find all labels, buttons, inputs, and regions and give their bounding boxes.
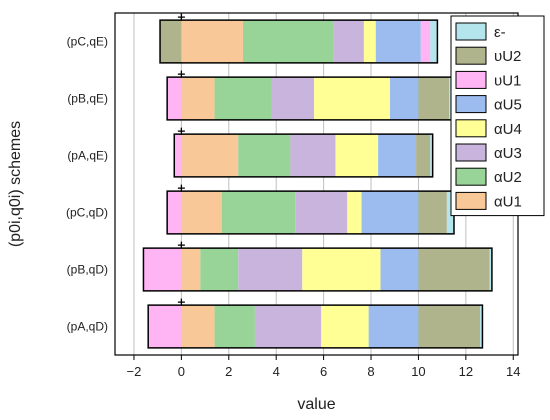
bar-segment-2-6 [418,191,447,234]
y-axis-title: (p0i,q0i) schemes [7,121,24,247]
legend-label-0: ε- [494,24,506,41]
bar-segment-4-5 [167,77,182,120]
bar-segment-4-6 [418,77,450,120]
legend-swatch-4 [455,119,487,138]
bar-outline-1 [142,247,493,292]
bar-segment-5-4 [375,20,421,63]
legend-label-3: αU5 [494,97,522,114]
legend-swatch-3 [455,95,487,114]
bar-segment-3-4 [378,134,417,177]
bar-segment-1-5 [143,248,182,291]
bar-segment-2-2 [295,191,348,234]
bar-segment-5-3 [363,20,376,63]
bar-segment-1-4 [380,248,419,291]
bar-segment-4-4 [389,77,419,120]
x-tick-label-0: −2 [127,364,142,379]
bar-segment-2-4 [361,191,419,234]
bar-group-0 [147,304,484,349]
bar-group-2 [166,190,455,235]
y-axis-categories: (pA,qD) (pB,qD) (pC,qD) (pA,qE) (pB,qE) (pC,q… [66,35,108,334]
legend-label-1: υU2 [494,48,521,65]
bar-group-3 [173,133,434,178]
y-category-label-3: (pA,qE) [67,149,108,163]
bar-segment-4-2 [271,77,315,120]
x-tick-label-5: 8 [367,364,374,379]
bar-segment-4-7 [449,77,452,120]
bar-segment-3-6 [416,134,431,177]
legend-swatch-2 [455,70,487,89]
legend-swatch-5 [455,143,487,162]
bar-outline-3 [173,133,434,178]
x-tick-label-2: 2 [225,364,232,379]
x-axis-title: value [297,396,335,413]
bar-segment-3-1 [238,134,291,177]
bar-outline-5 [159,19,439,64]
legend-swatch-1 [455,46,487,65]
legend-label-5: αU3 [494,145,522,162]
bar-segment-2-5 [167,191,182,234]
x-tick-label-3: 4 [273,364,280,379]
bar-outline-0 [147,304,484,349]
x-tick-label-4: 6 [320,364,327,379]
y-category-label-2: (pC,qD) [66,206,108,220]
bars [142,19,493,349]
bar-segment-2-7 [446,191,454,234]
bar-segment-1-7 [489,248,492,291]
y-category-label-5: (pC,qE) [67,35,108,49]
bar-segment-4-0 [181,77,215,120]
bar-segment-3-7 [430,134,433,177]
bar-segment-1-6 [418,248,490,291]
bar-segment-5-6 [160,20,182,63]
bar-segment-0-5 [148,305,182,348]
bar-group-1 [142,247,493,292]
legend-swatch-0 [455,22,487,41]
bar-segment-4-3 [314,77,390,120]
bar-segment-1-3 [302,248,381,291]
x-tick-label-6: 10 [411,364,425,379]
bar-segment-1-0 [181,248,201,291]
y-category-label-1: (pB,qD) [67,263,108,277]
legend-label-7: αU1 [494,193,522,210]
y-category-label-4: (pB,qE) [67,92,108,106]
legend-swatch-7 [455,191,487,210]
bar-segment-4-1 [214,77,272,120]
bar-segment-3-2 [290,134,336,177]
bar-segment-0-2 [254,305,322,348]
x-axis-ticks: −2 0 2 4 6 8 10 12 14 [127,355,520,379]
x-tick-label-7: 12 [459,364,473,379]
legend-label-6: αU2 [494,169,522,186]
legend: ε-υU2 υU1 αU5 αU4 αU3 αU2 αU1 [450,15,545,217]
bar-group-4 [166,76,453,121]
bar-segment-2-1 [221,191,296,234]
bar-segment-1-2 [238,248,303,291]
bar-segment-3-3 [335,134,379,177]
bar-segment-3-5 [174,134,182,177]
bar-segment-5-1 [243,20,334,63]
bar-segment-0-1 [214,305,255,348]
legend-label-4: αU4 [494,121,522,138]
bar-segment-5-5 [420,20,431,63]
zero-reference [177,13,185,306]
x-tick-label-1: 0 [178,364,185,379]
bar-segment-0-6 [418,305,481,348]
y-category-label-0: (pA,qD) [67,320,108,334]
bar-segment-5-7 [430,20,438,63]
bar-segment-0-0 [181,305,215,348]
bar-segment-2-0 [181,191,222,234]
bar-segment-0-4 [368,305,419,348]
bar-segment-2-3 [347,191,362,234]
bar-segment-5-2 [333,20,364,63]
legend-swatch-6 [455,167,487,186]
bar-segment-3-0 [181,134,239,177]
bar-segment-0-3 [321,305,369,348]
x-tick-label-8: 14 [506,364,520,379]
bar-segment-1-1 [200,248,239,291]
bar-group-5 [159,19,439,64]
bar-segment-5-0 [181,20,244,63]
bar-segment-0-7 [480,305,483,348]
legend-label-2: υU1 [494,72,521,89]
